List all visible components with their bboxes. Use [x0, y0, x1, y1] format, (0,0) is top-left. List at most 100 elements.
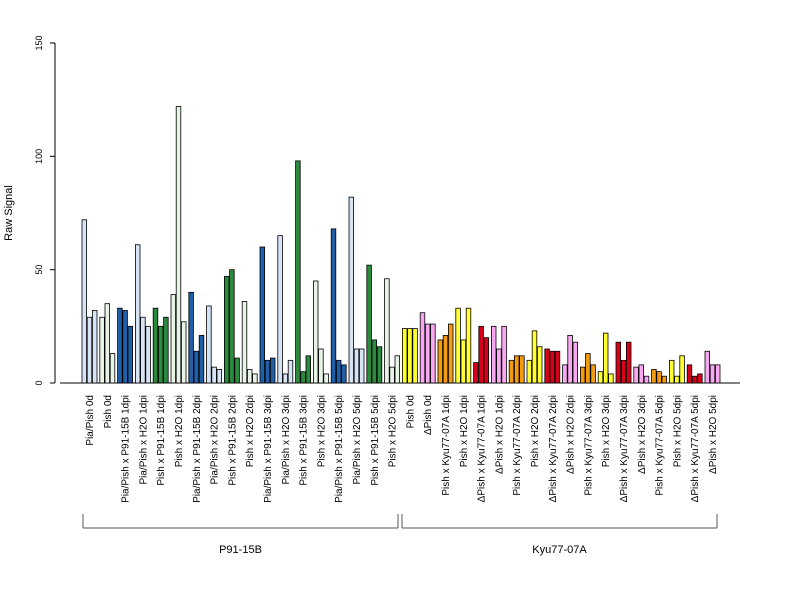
bar — [330, 228, 337, 384]
bar — [140, 316, 146, 384]
bar — [501, 325, 507, 384]
category-label: Pish x Kyu77-07A 5dpi — [655, 395, 666, 496]
bar — [597, 371, 604, 384]
bar — [277, 235, 283, 384]
category-label: Pish x H2O 2dpi — [530, 395, 541, 467]
category-label: ΔPish x Kyu77-07A 5dpi — [690, 395, 701, 502]
bar — [394, 355, 400, 384]
bar — [180, 321, 187, 384]
bar — [669, 359, 675, 384]
category-label: ΔPish x Kyu77-07A 3dpi — [619, 395, 630, 502]
bar — [585, 353, 591, 384]
bar — [99, 316, 105, 384]
bar — [104, 303, 110, 384]
bar — [620, 359, 627, 384]
bar — [234, 357, 240, 384]
category-label: Pish x H2O 5dpi — [672, 395, 683, 467]
category-label: Pish x P91-15B 1dpi — [156, 395, 167, 486]
category-label: ΔPish x H2O 2dpi — [566, 395, 577, 474]
bar — [508, 359, 515, 384]
bar — [679, 355, 685, 384]
bar — [117, 307, 123, 384]
bar — [300, 371, 306, 384]
bar — [643, 375, 650, 384]
bar — [206, 305, 212, 384]
bar — [419, 312, 426, 384]
category-label: Pia/Pish x P91-15B 2dpi — [192, 395, 203, 503]
category-label: Pish x H2O 1dpi — [459, 395, 470, 467]
bar — [567, 334, 573, 384]
y-tick-label: 100 — [34, 149, 44, 164]
bar — [590, 364, 596, 384]
bar — [229, 269, 235, 384]
bar — [430, 323, 436, 384]
bar — [465, 307, 472, 384]
category-label: ΔPish x H2O 5dpi — [708, 395, 719, 474]
category-label: Pish x P91-15B 5dpi — [370, 395, 381, 486]
bar — [295, 160, 301, 384]
bar — [407, 328, 413, 384]
bar — [514, 355, 520, 384]
bar — [122, 310, 128, 384]
bar — [318, 348, 324, 384]
group-label: P91-15B — [219, 544, 262, 556]
bar — [353, 348, 360, 384]
category-label: Pia/Pish x H2O 5dpi — [352, 395, 363, 485]
bar — [152, 307, 159, 384]
bar — [305, 355, 311, 384]
bar — [282, 373, 288, 384]
bar — [127, 325, 133, 384]
category-label: Pish x H2O 2dpi — [245, 395, 256, 467]
bar — [348, 196, 354, 384]
bar — [544, 348, 550, 384]
bar — [198, 334, 205, 384]
bar — [455, 307, 461, 384]
bar — [384, 278, 390, 384]
bar — [335, 359, 342, 384]
y-tick-label: 0 — [34, 380, 44, 385]
y-axis-label: Raw Signal — [3, 185, 15, 241]
bar — [259, 246, 265, 384]
bar — [163, 316, 169, 384]
bar — [580, 366, 586, 384]
category-label: Pish x P91-15B 2dpi — [227, 395, 238, 486]
bar — [686, 364, 693, 384]
category-label: Pish x H2O 5dpi — [388, 395, 399, 467]
category-label: ΔPish 0d — [423, 395, 434, 435]
category-label: ΔPish x Kyu77-07A 1dpi — [477, 395, 488, 502]
bar — [615, 341, 621, 384]
bar — [366, 264, 372, 384]
bar — [608, 373, 614, 384]
category-label: Pia/Pish x H2O 1dpi — [138, 395, 149, 485]
category-label: Pia/Pish x P91-15B 5dpi — [334, 395, 345, 503]
bar — [86, 316, 93, 384]
category-label: ΔPish x Kyu77-07A 2dpi — [548, 395, 559, 502]
bar — [241, 300, 248, 384]
bar — [92, 310, 98, 384]
bar — [312, 280, 319, 384]
category-label: Pish x Kyu77-07A 2dpi — [512, 395, 523, 496]
bar — [638, 364, 644, 384]
bar — [442, 334, 449, 384]
bar — [287, 359, 294, 384]
bar — [549, 350, 555, 384]
bar — [478, 325, 484, 384]
bar — [216, 368, 222, 384]
category-label: Pia/Pish 0d — [85, 395, 96, 446]
bar — [323, 373, 329, 384]
category-label: Pish x H2O 3dpi — [316, 395, 327, 467]
bar — [531, 330, 538, 384]
category-label: Pish x Kyu77-07A 3dpi — [583, 395, 594, 496]
bar — [412, 328, 418, 384]
category-label: Pish 0d — [405, 395, 416, 428]
category-label: Pia/Pish x H2O 2dpi — [210, 395, 221, 485]
category-label: Pia/Pish x H2O 3dpi — [281, 395, 292, 485]
bar — [656, 371, 662, 384]
bar — [376, 346, 383, 384]
bar — [401, 328, 408, 384]
bar — [633, 366, 639, 384]
bar — [496, 348, 502, 384]
bar — [626, 341, 632, 384]
bar — [246, 368, 253, 384]
category-label: Pish x H2O 3dpi — [601, 395, 612, 467]
